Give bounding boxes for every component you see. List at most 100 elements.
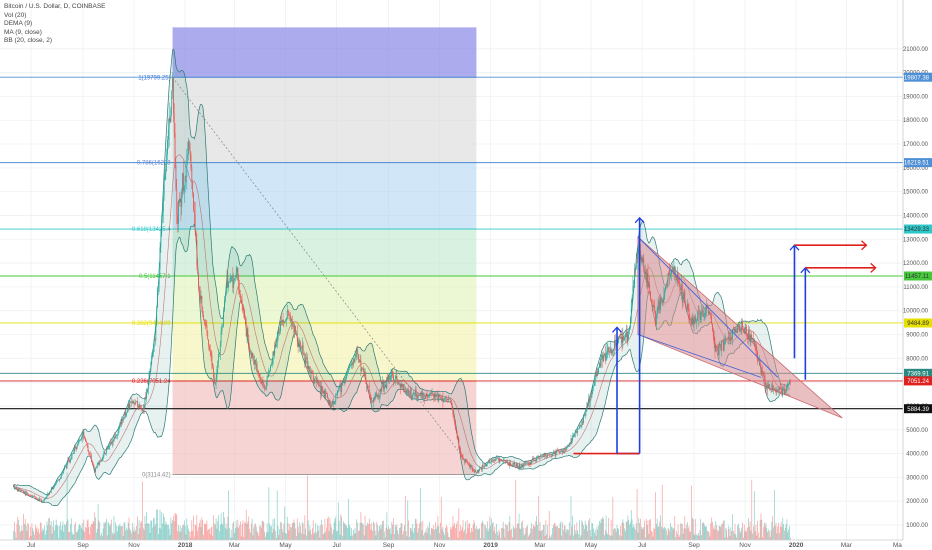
volume-bar (744, 531, 746, 544)
volume-bar (733, 530, 734, 544)
volume-bar (112, 534, 114, 544)
volume-bar (410, 527, 412, 544)
candle-body (765, 387, 767, 389)
volume-bar (671, 527, 673, 544)
candle-body (366, 383, 368, 389)
volume-bar (614, 528, 616, 544)
candle-body (564, 448, 566, 450)
candle-body (542, 455, 543, 457)
volume-bar (469, 523, 471, 544)
candle-body (358, 360, 360, 363)
candle-body (64, 467, 65, 470)
drawings[interactable] (573, 216, 877, 455)
candle-body (415, 389, 417, 398)
candle-body (224, 301, 225, 311)
volume-bar (651, 532, 653, 544)
volume-bar (577, 530, 579, 544)
volume-bar (296, 518, 298, 544)
volume-bar (34, 524, 36, 544)
volume-bar (310, 529, 312, 544)
volume-bar (501, 528, 502, 544)
volume-bar (354, 527, 356, 544)
candle-body (646, 273, 648, 283)
candle-body (439, 394, 440, 397)
volume-bar (642, 528, 644, 544)
candle-body (141, 408, 142, 410)
candle-body (29, 495, 31, 496)
volume-bar (778, 522, 779, 544)
volume-bar (209, 528, 210, 544)
volume-bar (91, 524, 93, 544)
price-axis[interactable]: -1000.001000.002000.003000.004000.005000… (902, 0, 932, 550)
volume-bar (400, 522, 402, 544)
candle-body (506, 460, 508, 463)
fibonacci-retracement[interactable]: 1(19799.25)0.786(162280.618(13425.40.5(1… (132, 27, 477, 479)
candle-body (208, 345, 210, 349)
candle-body (781, 388, 783, 396)
volume-bar (732, 514, 733, 544)
volume-bar (54, 530, 55, 544)
candle-body (481, 465, 483, 470)
candle-body (384, 385, 386, 386)
volume-bar (60, 521, 61, 544)
volume-bar (114, 532, 116, 544)
candle-body (280, 321, 281, 332)
volume-bar (282, 532, 284, 544)
volume-bar (379, 525, 381, 544)
time-axis[interactable]: Jul Sep Nov 2018 Mar May Jul Sep Nov 2019 Mar May Ju… (0, 539, 903, 550)
volume-bar (271, 532, 273, 544)
candle-body (213, 368, 214, 379)
candle-body (660, 298, 661, 310)
volume-bar (494, 526, 496, 544)
candle-body (88, 450, 90, 455)
candle-body (250, 351, 252, 358)
channel-line[interactable] (637, 334, 762, 378)
candle-body (167, 128, 169, 140)
candle-body (173, 77, 174, 114)
volume-bar (412, 524, 414, 544)
candle-body (135, 401, 137, 404)
candle-body (699, 310, 701, 320)
volume-bar (663, 528, 665, 544)
volume-bar (625, 530, 626, 544)
volume-bar (287, 523, 289, 544)
volume-bar (214, 524, 216, 544)
candle-body (152, 347, 154, 354)
channel-line[interactable] (637, 236, 779, 378)
volume-bar (63, 531, 65, 544)
candle-body (443, 399, 445, 402)
volume-bar (81, 522, 83, 544)
candle-body (66, 462, 68, 468)
candle-body (39, 498, 40, 501)
candle-body (732, 329, 733, 339)
price-line-label-box (904, 271, 932, 281)
candle-body (414, 393, 415, 394)
candle-body (227, 275, 229, 288)
volume-bar (613, 529, 615, 544)
volume-bar (444, 534, 445, 544)
volume-bar (486, 528, 487, 544)
candle-body (395, 376, 397, 379)
volume-bar (75, 522, 76, 544)
candle-body (137, 406, 139, 408)
candle-body (542, 455, 544, 458)
candle-body (45, 497, 47, 499)
volume-bar (772, 516, 774, 544)
candle-body (684, 291, 686, 302)
candle-body (308, 365, 310, 372)
volume-bar (116, 531, 118, 544)
candle-body (80, 438, 82, 440)
candle-body (619, 336, 620, 337)
volume-bar (35, 528, 37, 544)
price-line-label-box (904, 368, 932, 378)
candle-body (555, 450, 557, 456)
volume-bar (632, 527, 634, 544)
candle-body (512, 464, 514, 466)
candle-body (380, 389, 382, 392)
candle-body (609, 348, 611, 352)
volume-bar (526, 526, 527, 544)
volume-bar (276, 490, 278, 544)
candle-body (143, 407, 145, 409)
candle-body (393, 375, 394, 381)
